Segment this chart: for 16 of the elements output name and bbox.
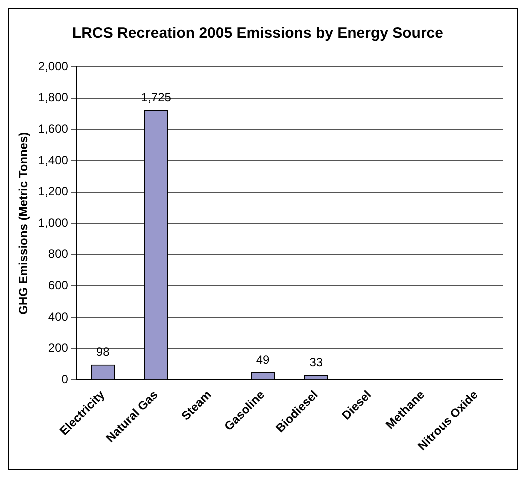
- y-tick-label: 1,000: [38, 216, 69, 230]
- y-tick-label: 400: [48, 310, 69, 324]
- data-label: 33: [310, 355, 324, 370]
- y-axis-title: GHG Emissions (Metric Tonnes): [16, 132, 31, 315]
- y-tick-label: 2,000: [38, 59, 69, 74]
- data-label: 49: [256, 352, 270, 367]
- y-tick-label: 200: [48, 341, 69, 356]
- data-label: 98: [96, 345, 110, 360]
- chart-title: LRCS Recreation 2005 Emissions by Energy Source: [72, 25, 444, 42]
- y-tick-label: 0: [62, 372, 69, 386]
- y-tick-label: 800: [48, 247, 69, 262]
- y-tick-label: 1,800: [38, 90, 69, 105]
- y-tick-label: 1,400: [38, 153, 69, 168]
- y-tick-label: 600: [48, 278, 69, 293]
- y-tick-label: 1,200: [38, 184, 69, 199]
- y-tick-label: 1,600: [38, 122, 69, 136]
